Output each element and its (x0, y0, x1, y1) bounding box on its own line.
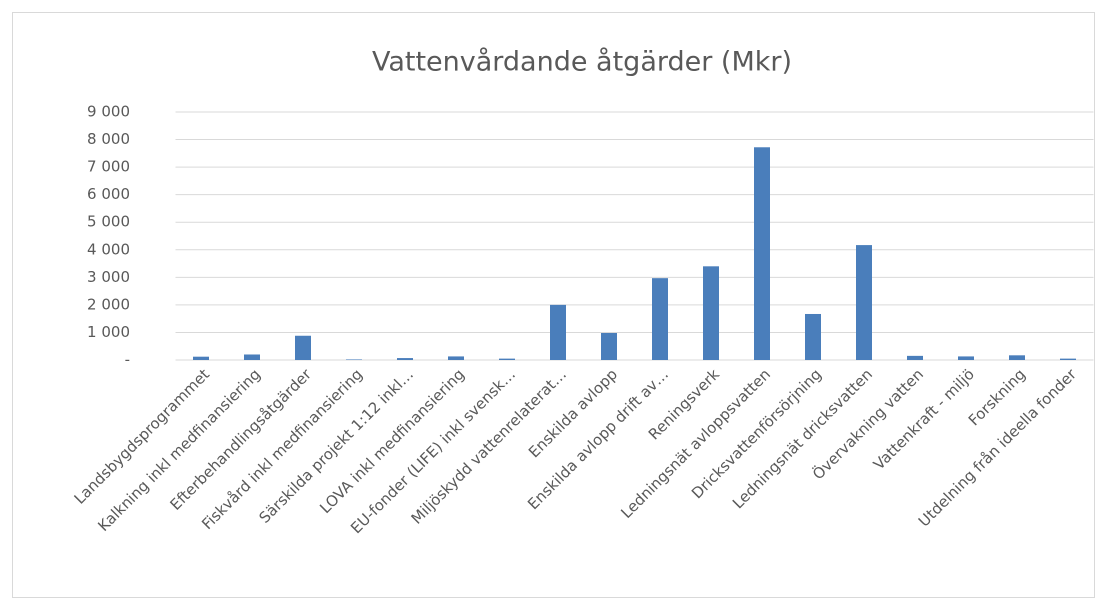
y-tick-label: 1 000 (87, 323, 130, 341)
bar (958, 356, 974, 360)
bar (244, 354, 260, 360)
bar (907, 355, 923, 360)
y-tick-label: 6 000 (87, 185, 130, 203)
bar (295, 335, 311, 360)
bar (193, 356, 209, 360)
bar (550, 304, 566, 360)
bar (856, 245, 872, 360)
bar (652, 278, 668, 360)
bar (499, 358, 515, 360)
bar (703, 266, 719, 360)
bar (805, 313, 821, 360)
chart-title: Vattenvårdande åtgärder (Mkr) (372, 47, 792, 78)
y-tick-label: 7 000 (87, 158, 130, 176)
y-tick-label: - (125, 351, 130, 369)
y-tick-label: 2 000 (87, 295, 130, 313)
y-tick-label: 9 000 (87, 103, 130, 121)
y-tick-label: 4 000 (87, 240, 130, 258)
bar (1060, 358, 1076, 360)
bar (1009, 355, 1025, 360)
y-tick-label: 8 000 (87, 130, 130, 148)
bar (346, 359, 362, 360)
bar (754, 147, 770, 360)
y-tick-label: 3 000 (87, 268, 130, 286)
bar (448, 356, 464, 360)
bar (397, 358, 413, 360)
bar (601, 332, 617, 360)
y-tick-label: 5 000 (87, 213, 130, 231)
